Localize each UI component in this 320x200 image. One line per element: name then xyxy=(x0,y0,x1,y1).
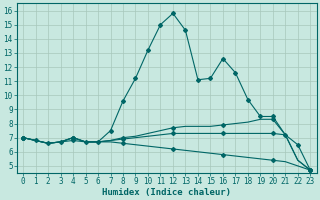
X-axis label: Humidex (Indice chaleur): Humidex (Indice chaleur) xyxy=(102,188,231,197)
